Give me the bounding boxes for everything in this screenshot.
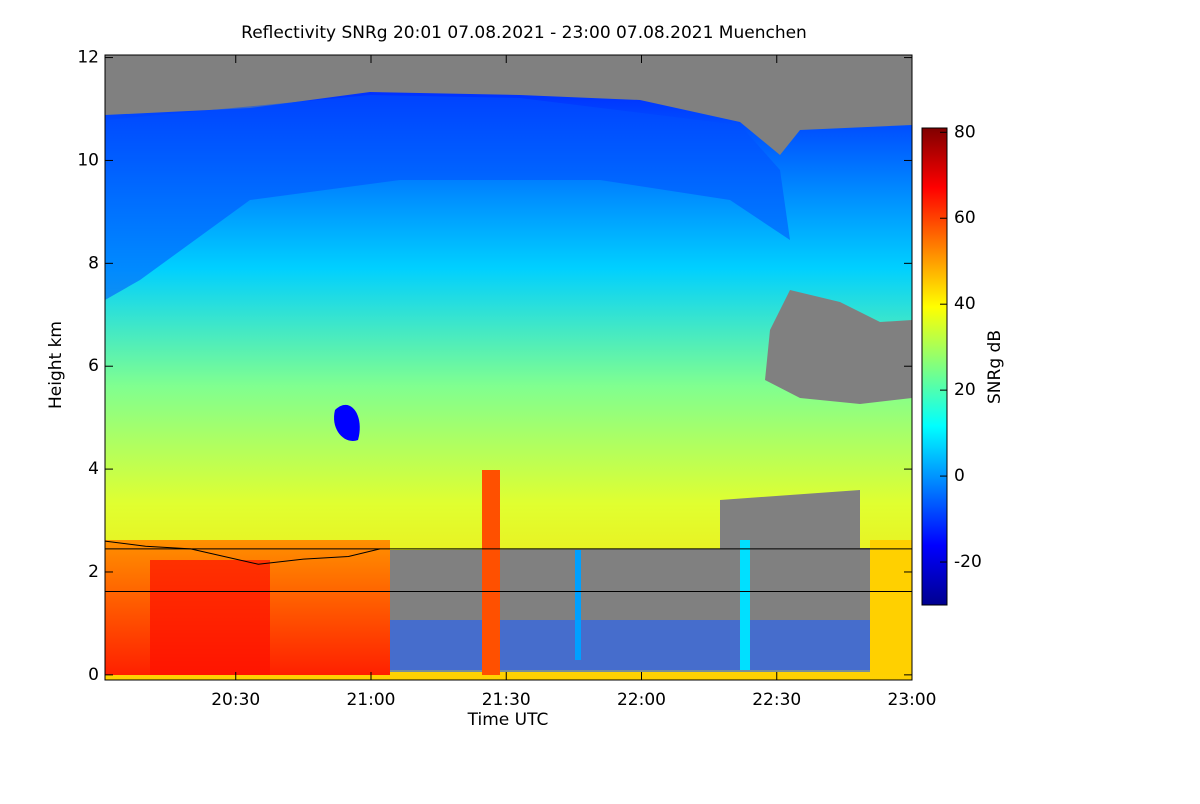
y-tick-label: 8 (88, 253, 99, 273)
colorbar-tick-label: 0 (954, 466, 965, 486)
plot-frame (104, 54, 913, 681)
heatmap-field (105, 55, 912, 680)
chart-title: Reflectivity SNRg 20:01 07.08.2021 - 23:… (241, 23, 807, 43)
x-tick-label: 21:30 (482, 690, 531, 710)
x-tick-label: 20:30 (211, 690, 260, 710)
colorbar-tick-label: 40 (954, 294, 976, 314)
x-tick-label: 22:30 (752, 690, 801, 710)
colorbar-tick-label: 20 (954, 380, 976, 400)
y-tick-label: 0 (88, 665, 99, 685)
y-tick-label: 10 (77, 150, 99, 170)
y-tick-label: 6 (88, 356, 99, 376)
cloud-top (105, 95, 790, 300)
x-tick-label: 22:00 (617, 690, 666, 710)
colorbar-tick-label: 60 (954, 208, 976, 228)
rain-end (870, 540, 912, 675)
x-tick-label: 21:00 (346, 690, 395, 710)
y-tick-label: 4 (88, 459, 99, 479)
colorbar-label: SNRg dB (985, 330, 1005, 404)
colorbar-tick-label: 80 (954, 122, 976, 142)
colorbar (921, 127, 948, 606)
x-tick-label: 23:00 (888, 690, 937, 710)
streak (575, 550, 581, 660)
clutter (390, 620, 880, 672)
cloud-hole (334, 404, 360, 441)
rain-core (150, 560, 270, 675)
y-tick-label: 2 (88, 562, 99, 582)
cloud-gap (720, 490, 860, 550)
x-axis-label: Time UTC (467, 710, 549, 730)
y-tick-label: 12 (77, 48, 99, 68)
rain-shaft (482, 470, 500, 675)
streak (740, 540, 750, 670)
melting-layer-line (104, 540, 381, 565)
cloud (105, 92, 912, 680)
colorbar-tick-label: -20 (954, 552, 982, 572)
y-axis-label: Height km (46, 321, 66, 409)
